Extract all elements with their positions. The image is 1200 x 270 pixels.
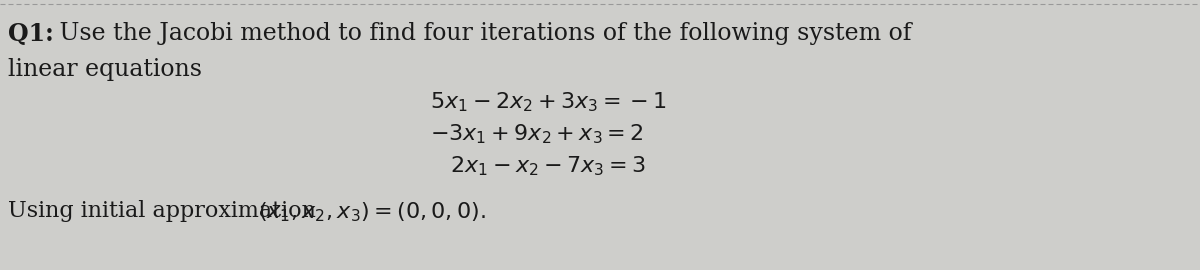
Text: Using initial approximation: Using initial approximation <box>8 200 316 222</box>
Text: Use the Jacobi method to find four iterations of the following system of: Use the Jacobi method to find four itera… <box>52 22 912 45</box>
Text: Q1:: Q1: <box>8 22 54 46</box>
Text: $2x_1 - x_2 - 7x_3 = 3$: $2x_1 - x_2 - 7x_3 = 3$ <box>450 154 646 178</box>
Text: $-3x_1 + 9x_2 + x_3 = 2$: $-3x_1 + 9x_2 + x_3 = 2$ <box>430 122 643 146</box>
Text: $(x_1, x_2, x_3) = (0,0,0).$: $(x_1, x_2, x_3) = (0,0,0).$ <box>258 200 486 224</box>
Text: $5x_1 - 2x_2 + 3x_3 = -1$: $5x_1 - 2x_2 + 3x_3 = -1$ <box>430 90 667 114</box>
Text: linear equations: linear equations <box>8 58 202 81</box>
